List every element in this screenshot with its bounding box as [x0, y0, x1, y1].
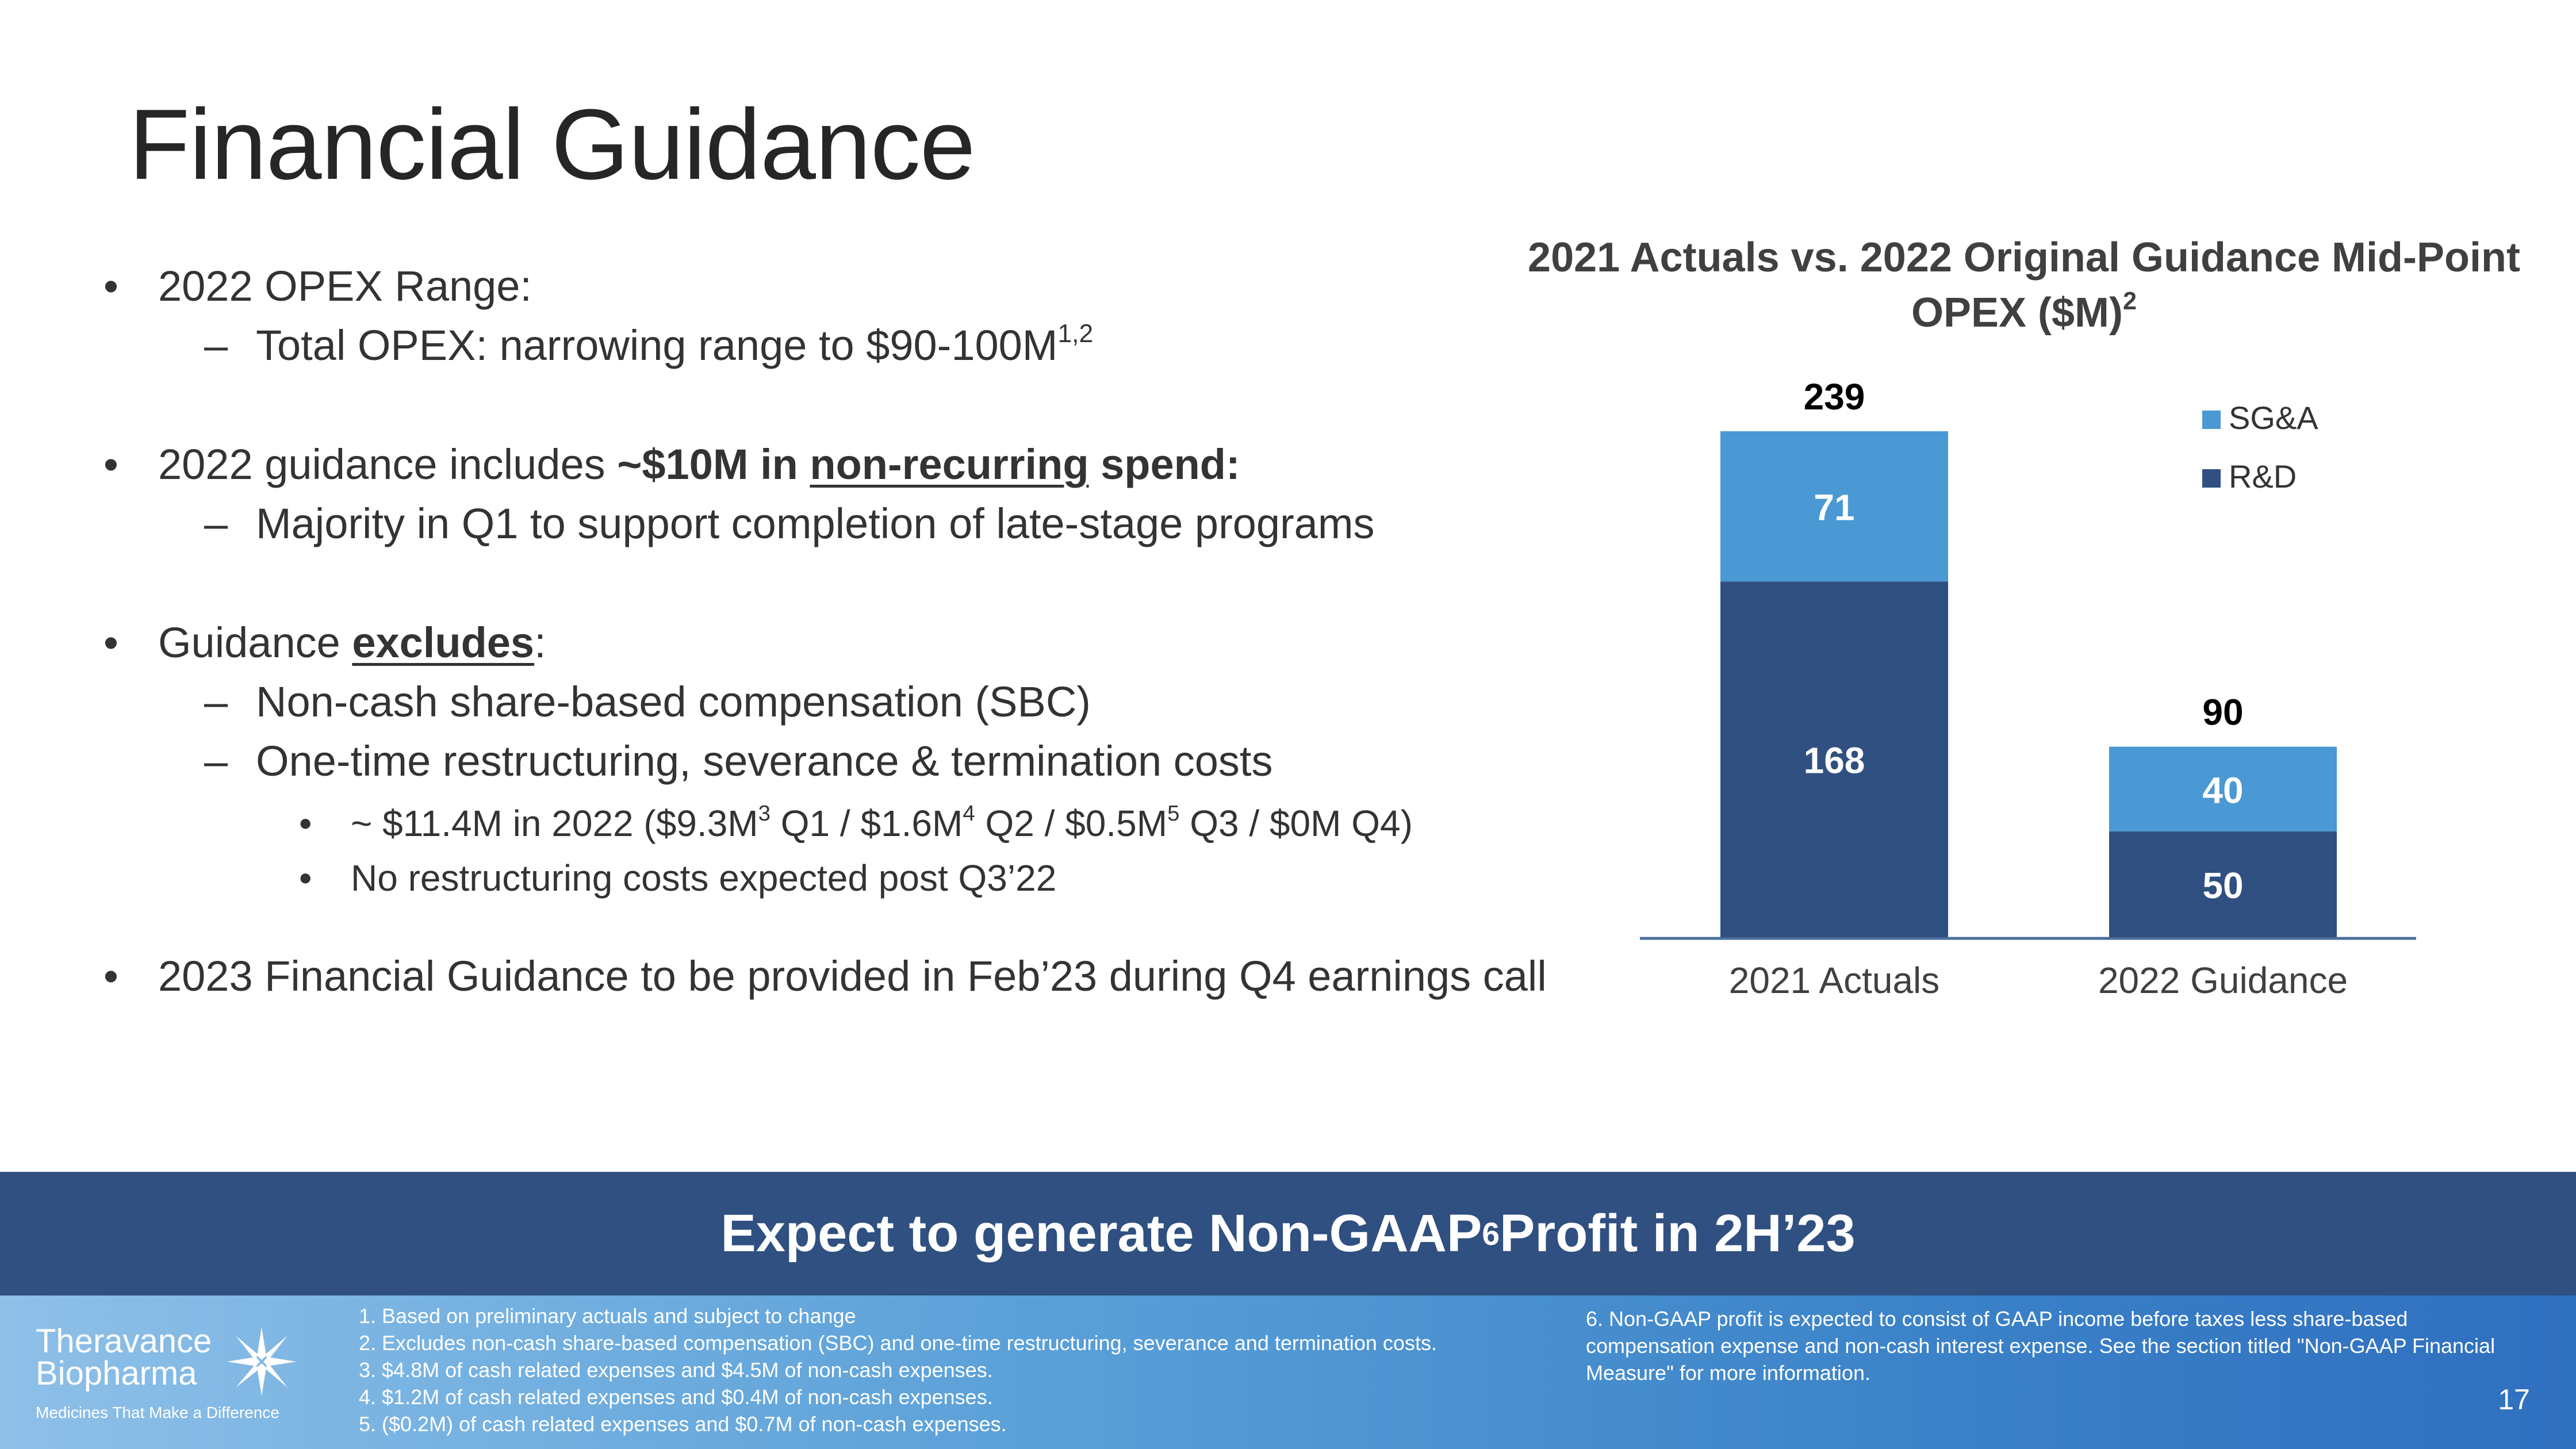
legend-swatch-rd [2202, 469, 2221, 488]
footnote-6: 6. Non-GAAP profit is expected to consis… [1586, 1307, 2496, 1385]
legend-label-sga: SG&A [2229, 400, 2318, 436]
x-tick-label-1: 2021 Actuals [1729, 960, 1940, 1001]
opex-stacked-bar-chart: 168 71 239 2021 Actuals 50 40 90 2022 Guidance S… [1640, 376, 2416, 1001]
chart-title-line1: 2021 Actuals vs. 2022 Original Guidance … [1528, 235, 2520, 281]
logo-line2: Biopharma [36, 1355, 197, 1392]
bullet-majority-q1: – Majority in Q1 to support completion of… [204, 500, 1375, 547]
page-number: 17 [2498, 1383, 2530, 1416]
data-label-sga-1: 71 [1814, 487, 1854, 528]
total-label-2: 90 [2202, 692, 2243, 733]
chart-title-line2: OPEX ($M)2 [1911, 287, 2137, 336]
data-label-rd-1: 168 [1804, 740, 1865, 781]
star-logo-icon [227, 1327, 296, 1396]
bar-rd-1 [1720, 581, 1948, 937]
footnote-1: 1. Based on preliminary actuals and subj… [359, 1304, 856, 1328]
total-label-1: 239 [1804, 376, 1865, 417]
profit-banner: Expect to generate Non-GAAP 6 Profit in 2… [0, 1172, 2576, 1295]
slide-title: Financial Guidance [129, 88, 976, 200]
bullet-no-restructuring: • No restructuring costs expected post Q3… [299, 857, 1057, 899]
bar-sga-1 [1720, 431, 1948, 582]
bar-sga-2 [2109, 746, 2337, 831]
legend-swatch-sga [2202, 411, 2221, 429]
bullet-one-time-costs: – One-time restructuring, severance & ter… [204, 737, 1273, 785]
bullet-guidance-includes: • 2022 guidance includes ~$10M in non-rec… [103, 440, 1240, 488]
bullet-guidance-excludes: • Guidance excludes: [103, 619, 546, 666]
footnote-3: 3. $4.8M of cash related expenses and $4… [359, 1358, 993, 1382]
data-label-rd-2: 50 [2202, 865, 2243, 906]
x-tick-label-2: 2022 Guidance [2098, 960, 2348, 1001]
footnote-2: 2. Excludes non-cash share-based compens… [359, 1331, 1437, 1355]
footnote-4: 4. $1.2M of cash related expenses and $0… [359, 1385, 993, 1409]
footer-band [0, 1295, 2576, 1449]
footnote-5: 5. ($0.2M) of cash related expenses and … [359, 1412, 1007, 1436]
bullet-non-cash-sbc: – Non-cash share-based compensation (SBC) [204, 678, 1091, 726]
bullet-restructuring-breakdown: • ~ $11.4M in 2022 ($9.3M3 Q1 / $1.6M4 Q2… [299, 801, 1413, 844]
bullet-2023-guidance: • 2023 Financial Guidance to be provided … [103, 952, 1547, 1000]
bullet-total-opex: – Total OPEX: narrowing range to $90-100M… [204, 319, 1094, 369]
data-label-sga-2: 40 [2202, 769, 2243, 811]
company-logo: Theravance Biopharma Medicines That Make… [36, 1325, 279, 1422]
logo-line1: Theravance [36, 1322, 212, 1360]
logo-tagline: Medicines That Make a Difference [36, 1404, 279, 1421]
legend-label-rd: R&D [2229, 458, 2297, 494]
bullet-opex-range: • 2022 OPEX Range: [103, 262, 532, 310]
bar-rd-2 [2109, 831, 2337, 937]
footnotes-left: 1. Based on preliminary actuals and subj… [359, 1302, 1437, 1438]
chart-title: 2021 Actuals vs. 2022 Original Guidance … [1495, 230, 2553, 340]
